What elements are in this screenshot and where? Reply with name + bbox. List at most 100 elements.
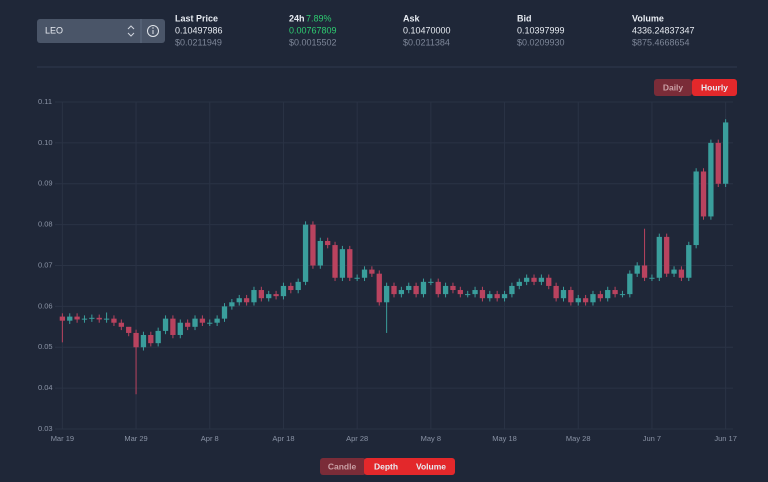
candle-body xyxy=(450,285,456,291)
stat-label: Ask xyxy=(403,13,421,23)
stat-usd: $0.0015502 xyxy=(289,37,337,47)
candle-body xyxy=(126,326,132,333)
candle-body xyxy=(81,318,88,320)
candle-body xyxy=(406,285,412,291)
x-tick-label: Apr 8 xyxy=(201,434,219,443)
hourly-label[interactable]: Hourly xyxy=(701,82,728,92)
candle-body xyxy=(634,265,640,274)
candle-body xyxy=(398,290,405,295)
candle-body xyxy=(553,285,559,299)
candle-body xyxy=(96,317,102,320)
candle-body xyxy=(325,240,331,246)
candle-body xyxy=(207,322,213,324)
candle-body xyxy=(671,269,677,274)
candle-button[interactable] xyxy=(320,458,366,475)
depth-label[interactable]: Depth xyxy=(374,461,398,471)
y-tick-label: 0.04 xyxy=(38,383,53,392)
pair-selector[interactable]: LEO xyxy=(37,19,165,43)
candle-body xyxy=(494,294,500,299)
candle-body xyxy=(59,316,66,321)
candle-body xyxy=(509,285,515,295)
candle-body xyxy=(192,318,198,327)
candle-body xyxy=(273,294,279,297)
x-tick-label: Apr 18 xyxy=(272,434,294,443)
stat-usd: $0.0211949 xyxy=(175,37,222,47)
x-tick-label: Apr 28 xyxy=(346,434,368,443)
candle-body xyxy=(442,285,449,295)
view-toggle[interactable]: Candle Depth Volume xyxy=(320,458,455,475)
stat-label: Bid xyxy=(517,13,532,23)
candle-body xyxy=(641,265,648,278)
candle-label[interactable]: Candle xyxy=(328,461,357,471)
candle-body xyxy=(295,281,301,291)
depth-volume-buttons[interactable] xyxy=(364,458,455,475)
candle-body xyxy=(678,269,685,278)
pair-name[interactable]: LEO xyxy=(45,25,63,35)
candle-body xyxy=(148,334,154,344)
daily-button[interactable] xyxy=(654,79,692,96)
candle-body xyxy=(288,285,294,291)
candle-body xyxy=(199,318,206,323)
candle-body xyxy=(236,298,242,303)
candle-body xyxy=(612,290,618,295)
stat-usd: $0.0209930 xyxy=(517,37,565,47)
candle-body xyxy=(214,318,220,323)
stat-label: Volume xyxy=(632,13,664,23)
candle-body xyxy=(155,330,161,344)
candle-body xyxy=(501,294,508,299)
candle-body xyxy=(280,285,287,297)
candle-body xyxy=(229,302,235,307)
stat-label: 24h xyxy=(289,13,305,23)
stats: Last Price 0.10497986 $0.0211949 24h 7.8… xyxy=(175,13,695,47)
candle-body xyxy=(686,245,692,278)
candle-body xyxy=(74,316,80,320)
y-tick-label: 0.03 xyxy=(38,424,53,433)
x-tick-label: Mar 29 xyxy=(124,434,147,443)
candle-body xyxy=(347,249,353,278)
selector-box[interactable] xyxy=(37,19,165,43)
y-tick-label: 0.11 xyxy=(38,97,52,106)
candle-body xyxy=(479,290,486,299)
candle-body xyxy=(420,281,427,295)
candle-body xyxy=(656,236,662,278)
candle-body xyxy=(177,322,183,335)
info-icon[interactable] xyxy=(147,25,159,37)
candle-body xyxy=(619,294,626,296)
candle-body xyxy=(523,277,530,282)
hourly-button[interactable] xyxy=(692,79,737,96)
stat-usd: $0.0211384 xyxy=(403,37,450,47)
stat-label: Last Price xyxy=(175,13,218,23)
y-tick-label: 0.06 xyxy=(38,301,53,310)
stat-change: 7.89% xyxy=(306,13,332,23)
candle-body xyxy=(140,334,147,348)
stat-value: 0.10497986 xyxy=(175,25,223,35)
candle-body xyxy=(649,277,655,279)
candle-body xyxy=(531,277,537,282)
stat-value: 0.10397999 xyxy=(517,25,565,35)
stat-usd: $875.4668654 xyxy=(632,37,690,47)
candle-body xyxy=(715,142,721,184)
x-tick-label: May 8 xyxy=(421,434,441,443)
candle-body xyxy=(590,294,596,303)
candle-body xyxy=(302,224,309,282)
daily-label[interactable]: Daily xyxy=(663,82,684,92)
candle-body xyxy=(693,171,699,246)
candle-body xyxy=(413,285,419,295)
stat-value: 4336.24837347 xyxy=(632,25,695,35)
candle-body xyxy=(258,290,265,299)
volume-label[interactable]: Volume xyxy=(416,461,446,471)
stat-value: 0.10470000 xyxy=(403,25,451,35)
x-tick-label: Jun 17 xyxy=(714,434,737,443)
candle-body xyxy=(700,171,707,217)
candle-body xyxy=(722,122,729,184)
interval-toggle[interactable]: Daily Hourly xyxy=(654,79,737,96)
candle-body xyxy=(575,298,581,303)
candle-body xyxy=(568,290,574,303)
candle-body xyxy=(361,269,368,278)
candle-body xyxy=(369,269,375,274)
x-tick-label: Mar 19 xyxy=(51,434,74,443)
candle-body xyxy=(67,316,73,321)
candle-body xyxy=(428,281,434,283)
